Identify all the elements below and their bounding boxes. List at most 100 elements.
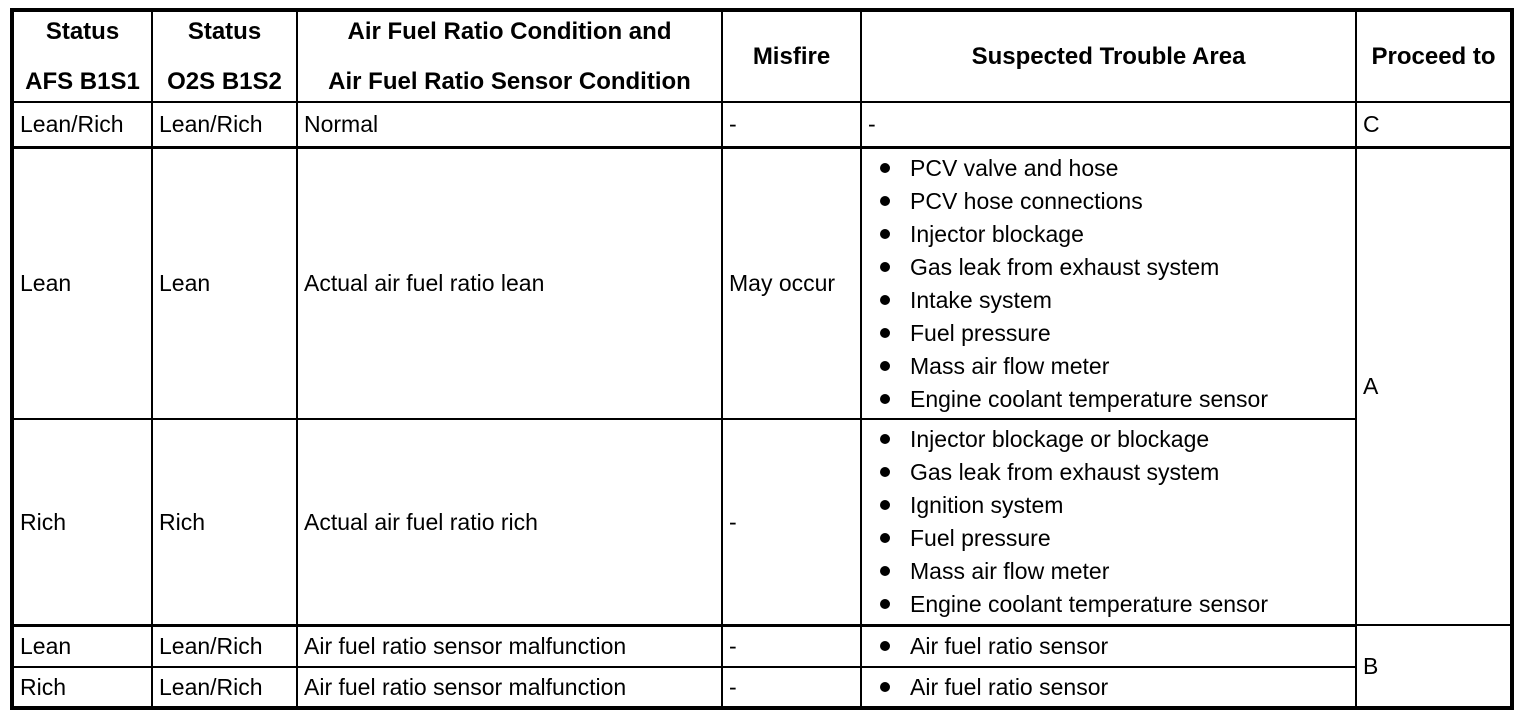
list-item-label: Air fuel ratio sensor	[910, 633, 1109, 660]
cell-proceed-to: B	[1355, 624, 1513, 709]
cell-o2s-status: Lean/Rich	[151, 624, 298, 668]
cell-misfire: -	[721, 666, 862, 709]
cell-suspected-area: -	[860, 101, 1357, 149]
list-item: Intake system	[863, 283, 1354, 316]
cell-misfire: -	[721, 418, 862, 627]
list-item: PCV hose connections	[863, 184, 1354, 217]
header-status-afs-line1: Status	[45, 17, 120, 45]
suspected-list: Air fuel ratio sensor	[863, 628, 1354, 665]
table-row-sensor-malfunction-lean: Lean Lean/Rich Air fuel ratio sensor mal…	[11, 624, 1513, 709]
table-row-sensor-malfunction-rich: Rich Lean/Rich Air fuel ratio sensor mal…	[11, 666, 1512, 709]
cell-afs-status: Lean	[11, 624, 153, 668]
bullet-icon	[880, 500, 890, 511]
list-item-label: PCV valve and hose	[910, 154, 1119, 181]
header-status-afs: Status AFS B1S1	[11, 9, 153, 103]
list-item-label: PCV hose connections	[910, 187, 1143, 214]
bullet-icon	[880, 641, 890, 652]
header-condition: Air Fuel Ratio Condition and Air Fuel Ra…	[296, 9, 723, 103]
list-item: Gas leak from exhaust system	[863, 456, 1354, 489]
list-item: Air fuel ratio sensor	[863, 671, 1354, 704]
table-row-lean: Lean Lean Actual air fuel ratio lean May…	[11, 146, 1513, 626]
list-item-label: Engine coolant temperature sensor	[910, 591, 1268, 618]
cell-suspected-area: PCV valve and hose PCV hose connections …	[860, 146, 1357, 420]
bullet-icon	[880, 599, 890, 610]
header-condition-line1: Air Fuel Ratio Condition and	[347, 17, 672, 45]
list-item: Engine coolant temperature sensor	[863, 382, 1354, 415]
list-item-label: Air fuel ratio sensor	[910, 674, 1109, 700]
cell-misfire: -	[721, 101, 862, 149]
cell-o2s-status: Lean	[151, 146, 298, 420]
list-item: Fuel pressure	[863, 522, 1354, 555]
cell-condition: Normal	[296, 101, 723, 149]
bullet-icon	[880, 327, 890, 338]
cell-condition: Air fuel ratio sensor malfunction	[296, 624, 723, 668]
bullet-icon	[880, 261, 890, 272]
suspected-list: Injector blockage or blockage Gas leak f…	[863, 421, 1354, 622]
cell-suspected-area: Air fuel ratio sensor	[860, 624, 1357, 668]
cell-afs-status: Rich	[11, 418, 153, 627]
bullet-icon	[880, 434, 890, 445]
list-item-label: Injector blockage	[910, 220, 1084, 247]
cell-proceed-to: C	[1355, 101, 1513, 149]
bullet-icon	[880, 467, 890, 478]
list-item: Fuel pressure	[863, 316, 1354, 349]
list-item-label: Gas leak from exhaust system	[910, 253, 1220, 280]
list-item-label: Fuel pressure	[910, 525, 1051, 552]
cell-condition: Actual air fuel ratio rich	[296, 418, 723, 627]
header-proceed-to: Proceed to	[1355, 9, 1513, 103]
header-status-afs-stack: Status AFS B1S1	[14, 17, 150, 95]
header-condition-line2: Air Fuel Ratio Sensor Condition	[328, 67, 691, 95]
cell-suspected-area: Injector blockage or blockage Gas leak f…	[860, 418, 1357, 627]
cell-condition: Air fuel ratio sensor malfunction	[296, 666, 723, 709]
list-item: Engine coolant temperature sensor	[863, 588, 1354, 621]
list-item-label: Mass air flow meter	[910, 558, 1110, 585]
suspected-list: Air fuel ratio sensor	[863, 669, 1354, 706]
cell-o2s-status: Lean/Rich	[151, 101, 298, 149]
header-suspected-area: Suspected Trouble Area	[860, 9, 1357, 103]
list-item: Mass air flow meter	[863, 349, 1354, 382]
header-status-o2s-stack: Status O2S B1S2	[154, 17, 295, 95]
header-status-o2s: Status O2S B1S2	[151, 9, 298, 103]
cell-afs-status: Lean/Rich	[11, 101, 153, 149]
bullet-icon	[880, 533, 890, 544]
cell-o2s-status: Rich	[151, 418, 298, 627]
bullet-icon	[880, 195, 890, 206]
bullet-icon	[880, 162, 890, 173]
list-item-label: Ignition system	[910, 492, 1064, 519]
cell-misfire: May occur	[721, 146, 862, 420]
cell-afs-status: Lean	[11, 146, 153, 420]
table-row-normal: Lean/Rich Lean/Rich Normal - - C	[11, 101, 1513, 149]
bullet-icon	[880, 566, 890, 577]
header-misfire: Misfire	[721, 9, 862, 103]
list-item: PCV valve and hose	[863, 151, 1354, 184]
list-item-label: Mass air flow meter	[910, 352, 1110, 379]
list-item-label: Fuel pressure	[910, 319, 1051, 346]
list-item: Injector blockage	[863, 217, 1354, 250]
bullet-icon	[880, 228, 890, 239]
list-item-label: Engine coolant temperature sensor	[910, 385, 1268, 412]
header-status-o2s-line2: O2S B1S2	[167, 67, 282, 95]
header-status-o2s-line1: Status	[187, 17, 262, 45]
list-item: Injector blockage or blockage	[863, 423, 1354, 456]
bullet-icon	[880, 294, 890, 305]
bullet-icon	[880, 682, 890, 692]
list-item-label: Intake system	[910, 286, 1052, 313]
list-item-label: Gas leak from exhaust system	[910, 459, 1220, 486]
cell-o2s-status: Lean/Rich	[151, 666, 298, 709]
list-item-label: Injector blockage or blockage	[910, 426, 1210, 453]
suspected-list: PCV valve and hose PCV hose connections …	[863, 149, 1354, 417]
header-row: Status AFS B1S1 Status O2S B1S2 Air Fuel…	[11, 9, 1513, 103]
bullet-icon	[880, 393, 890, 404]
cell-misfire: -	[721, 624, 862, 668]
list-item: Gas leak from exhaust system	[863, 250, 1354, 283]
cell-condition: Actual air fuel ratio lean	[296, 146, 723, 420]
list-item: Ignition system	[863, 489, 1354, 522]
diagnostic-table: Status AFS B1S1 Status O2S B1S2 Air Fuel…	[10, 8, 1514, 710]
cell-proceed-to: A	[1355, 146, 1513, 626]
header-status-afs-line2: AFS B1S1	[25, 67, 140, 95]
list-item: Air fuel ratio sensor	[863, 630, 1354, 663]
bullet-icon	[880, 360, 890, 371]
header-condition-stack: Air Fuel Ratio Condition and Air Fuel Ra…	[299, 17, 720, 95]
table-row-rich: Rich Rich Actual air fuel ratio rich - I…	[11, 418, 1512, 627]
